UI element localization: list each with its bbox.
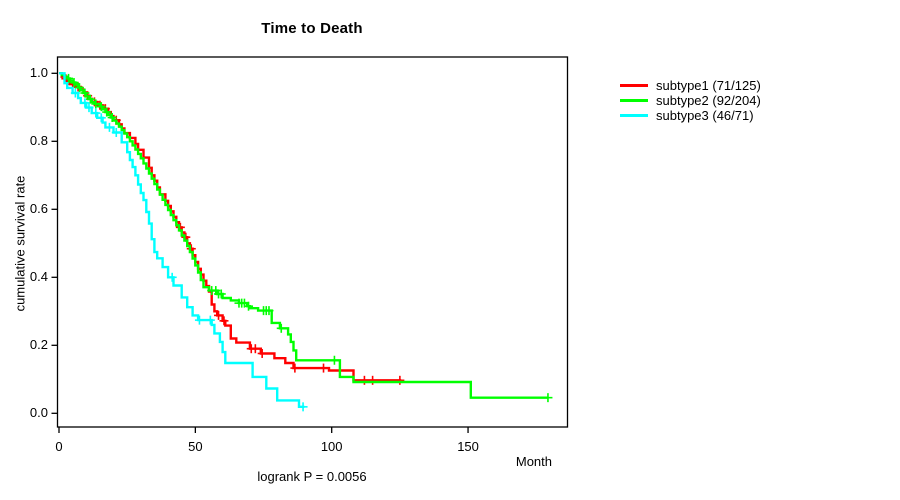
legend-line-swatch	[620, 99, 648, 102]
y-tick-label: 1.0	[29, 65, 48, 81]
survival-curve-subtype1	[59, 72, 402, 382]
legend-label: subtype1 (71/125)	[656, 78, 761, 93]
legend-line-swatch	[620, 114, 648, 117]
y-tick-label: 0.2	[29, 337, 48, 353]
y-tick-label: 0.4	[29, 269, 48, 285]
legend: subtype1 (71/125) subtype2 (92/204) subtyp…	[620, 78, 761, 123]
x-axis-label: Month	[515, 454, 552, 469]
survival-curve-subtype3	[59, 72, 305, 408]
legend-line-swatch	[620, 84, 648, 87]
x-tick-label: 150	[457, 439, 479, 454]
chart-title: Time to Death	[261, 20, 363, 37]
legend-item-subtype2: subtype2 (92/204)	[620, 93, 761, 108]
logrank-pvalue-text: logrank P = 0.0056	[257, 469, 367, 484]
legend-label: subtype2 (92/204)	[656, 93, 761, 108]
y-axis-label: cumulative survival rate	[12, 175, 28, 312]
legend-item-subtype3: subtype3 (46/71)	[620, 108, 761, 123]
y-tick-label: 0.0	[29, 405, 48, 421]
x-tick-label: 50	[188, 439, 203, 454]
survival-curve-subtype2	[59, 72, 548, 399]
x-tick-label: 100	[320, 439, 343, 454]
legend-item-subtype1: subtype1 (71/125)	[620, 78, 761, 93]
legend-label: subtype3 (46/71)	[656, 108, 754, 123]
y-tick-label: 0.8	[29, 133, 48, 149]
x-tick-label: 0	[55, 439, 63, 454]
y-tick-label: 0.6	[29, 201, 48, 217]
plot-frame	[56, 56, 569, 428]
